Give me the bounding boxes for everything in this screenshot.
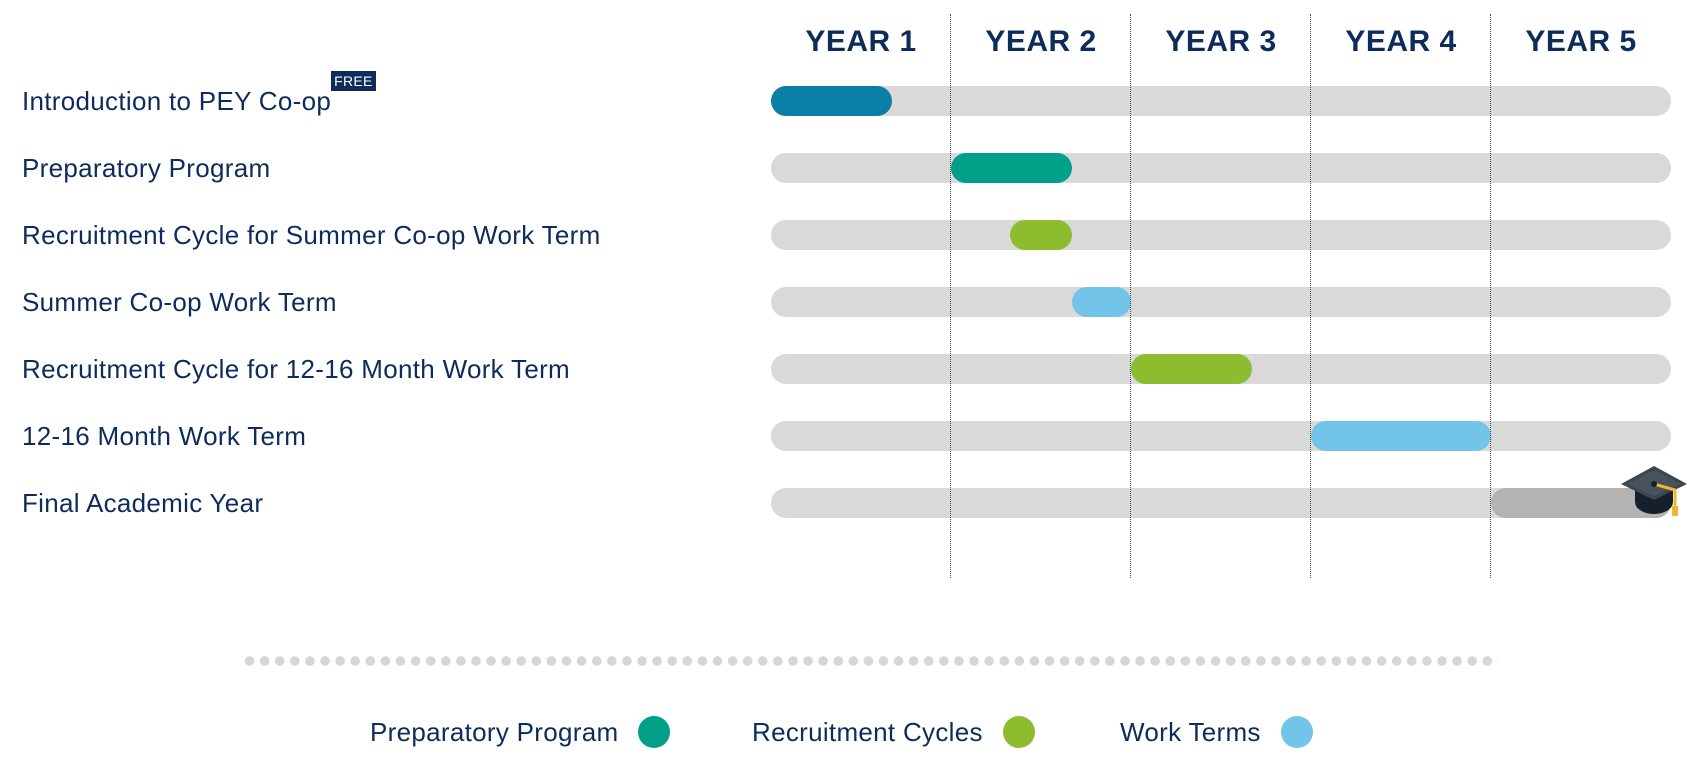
year-divider (950, 14, 951, 578)
year-header-3: YEAR 3 (1165, 25, 1277, 58)
legend-label: Work Terms (1120, 716, 1261, 747)
year-header-5: YEAR 5 (1525, 25, 1637, 58)
row-label: Summer Co-op Work Term (22, 287, 337, 317)
year-header-2: YEAR 2 (985, 25, 1097, 58)
timeline-bar-preparatory (951, 153, 1072, 183)
row-label: Recruitment Cycle for Summer Co-op Work … (22, 220, 601, 250)
row-label: Preparatory Program (22, 153, 271, 183)
legend-swatch (1002, 716, 1035, 748)
timeline-track (771, 220, 1671, 250)
year-divider (1490, 14, 1491, 578)
year-header-1: YEAR 1 (805, 25, 917, 58)
timeline-bar-introduction (771, 86, 892, 116)
timeline-track (771, 153, 1671, 183)
free-badge: FREE (331, 71, 376, 91)
legend-label: Recruitment Cycles (752, 716, 983, 747)
timeline-bar-work-term (1311, 421, 1491, 451)
year-divider (1130, 14, 1131, 578)
timeline-track (771, 287, 1671, 317)
year-divider (1310, 14, 1311, 578)
row-label: Final Academic Year (22, 488, 264, 518)
legend-item: Work Terms (1120, 714, 1313, 750)
graduation-cap-icon (1621, 466, 1687, 516)
legend-swatch (638, 716, 671, 748)
dotted-separator (242, 655, 1498, 667)
year-header-4: YEAR 4 (1345, 25, 1457, 58)
legend-item: Preparatory Program (370, 714, 671, 750)
legend-label: Preparatory Program (370, 716, 619, 747)
row-label: Recruitment Cycle for 12-16 Month Work T… (22, 354, 571, 384)
timeline-track (771, 421, 1671, 451)
timeline-bar-recruitment (1010, 220, 1072, 250)
timeline-bar-work-term (1071, 287, 1131, 317)
row-label: Introduction to PEY Co-op (22, 86, 332, 116)
legend-item: Recruitment Cycles (752, 714, 1035, 750)
legend-swatch (1280, 716, 1313, 748)
timeline-bar-recruitment (1131, 354, 1252, 384)
row-label: 12-16 Month Work Term (22, 421, 307, 451)
timeline-track (771, 86, 1671, 116)
